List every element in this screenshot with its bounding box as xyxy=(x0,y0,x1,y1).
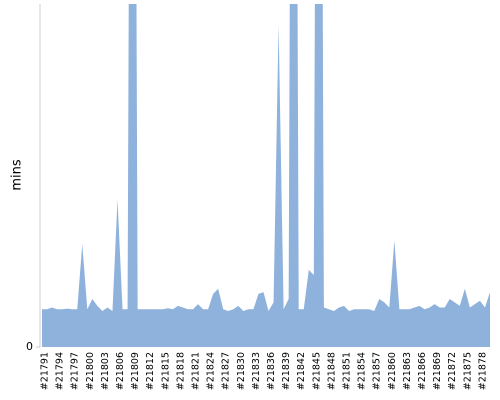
y-axis-label: mins xyxy=(10,159,25,191)
x-tick-label: #21800 xyxy=(85,352,96,390)
x-tick-label: #21878 xyxy=(477,352,488,390)
x-tick-label: #21848 xyxy=(326,352,337,390)
x-tick-label: #21866 xyxy=(417,352,428,390)
x-tick-label: #21812 xyxy=(145,352,156,390)
x-tick-label: #21842 xyxy=(296,352,307,390)
x-tick-label: #21797 xyxy=(70,352,81,390)
x-tick-label: #21794 xyxy=(55,352,66,390)
x-tick-label: #21809 xyxy=(130,352,141,390)
x-tick-label: #21791 xyxy=(40,352,51,390)
x-tick-label: #21803 xyxy=(100,352,111,390)
x-tick-label: #21836 xyxy=(266,352,277,390)
x-tick-label: #21821 xyxy=(191,352,202,390)
x-tick-label: #21839 xyxy=(281,352,292,390)
x-tick-label: #21815 xyxy=(160,352,171,390)
x-tick-label: #21818 xyxy=(175,352,186,390)
x-tick-label: #21851 xyxy=(342,352,353,390)
x-tick-label: #21830 xyxy=(236,352,247,390)
x-tick-label: #21845 xyxy=(311,352,322,390)
x-tick-label: #21833 xyxy=(251,352,262,390)
x-tick-label: #21869 xyxy=(432,352,443,390)
x-tick-label: #21806 xyxy=(115,352,126,390)
y-tick-label: 0 xyxy=(26,340,33,353)
x-tick-label: #21860 xyxy=(387,352,398,390)
x-tick-label: #21872 xyxy=(447,352,458,390)
x-tick-label: #21875 xyxy=(462,352,473,390)
x-tick-label: #21854 xyxy=(357,352,368,390)
x-tick-label: #21827 xyxy=(221,352,232,390)
x-tick-label: #21863 xyxy=(402,352,413,390)
area xyxy=(42,4,490,347)
x-tick-label: #21824 xyxy=(206,352,217,390)
x-tick-label: #21857 xyxy=(372,352,383,390)
